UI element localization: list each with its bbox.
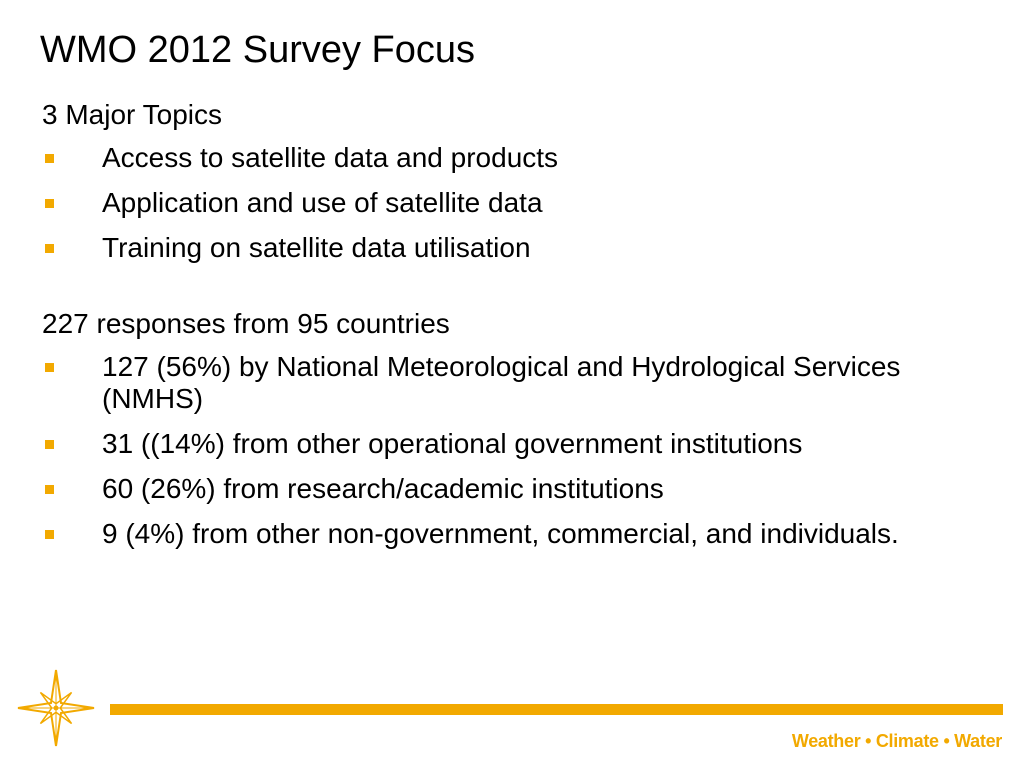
list-item-text: Application and use of satellite data [102, 187, 543, 218]
responses-list: 127 (56%) by National Meteorological and… [42, 351, 992, 550]
footer-divider [110, 704, 1003, 715]
topics-section: 3 Major Topics Access to satellite data … [42, 97, 992, 264]
list-item-text: Training on satellite data utilisation [102, 232, 531, 263]
slide-title: WMO 2012 Survey Focus [40, 29, 476, 71]
footer-tagline: Weather • Climate • Water [791, 731, 1002, 751]
list-item: 31 ((14%) from other operational governm… [42, 428, 992, 460]
list-item-text: 9 (4%) from other non-government, commer… [102, 518, 899, 549]
section-heading: 3 Major Topics [42, 99, 223, 130]
square-bullet-icon [45, 440, 54, 449]
list-item-text: 60 (26%) from research/academic institut… [102, 473, 664, 504]
topics-list: Access to satellite data and products Ap… [42, 142, 992, 264]
list-item-text: 127 (56%) by National Meteorological and… [102, 351, 901, 414]
square-bullet-icon [45, 485, 54, 494]
list-item-text: Access to satellite data and products [102, 142, 559, 173]
slide-body: 3 Major Topics Access to satellite data … [42, 97, 992, 550]
responses-section: 227 responses from 95 countries 127 (56%… [42, 306, 992, 550]
section-heading: 227 responses from 95 countries [42, 308, 450, 339]
square-bullet-icon [45, 363, 54, 372]
list-item: 60 (26%) from research/academic institut… [42, 473, 992, 505]
compass-star-icon [17, 669, 95, 747]
square-bullet-icon [45, 154, 54, 163]
list-item-text: 31 ((14%) from other operational governm… [102, 428, 803, 459]
list-item: 9 (4%) from other non-government, commer… [42, 518, 992, 550]
list-item: 127 (56%) by National Meteorological and… [42, 351, 992, 415]
square-bullet-icon [45, 530, 54, 539]
square-bullet-icon [45, 199, 54, 208]
square-bullet-icon [45, 244, 54, 253]
list-item: Application and use of satellite data [42, 187, 992, 219]
list-item: Training on satellite data utilisation [42, 232, 992, 264]
list-item: Access to satellite data and products [42, 142, 992, 174]
